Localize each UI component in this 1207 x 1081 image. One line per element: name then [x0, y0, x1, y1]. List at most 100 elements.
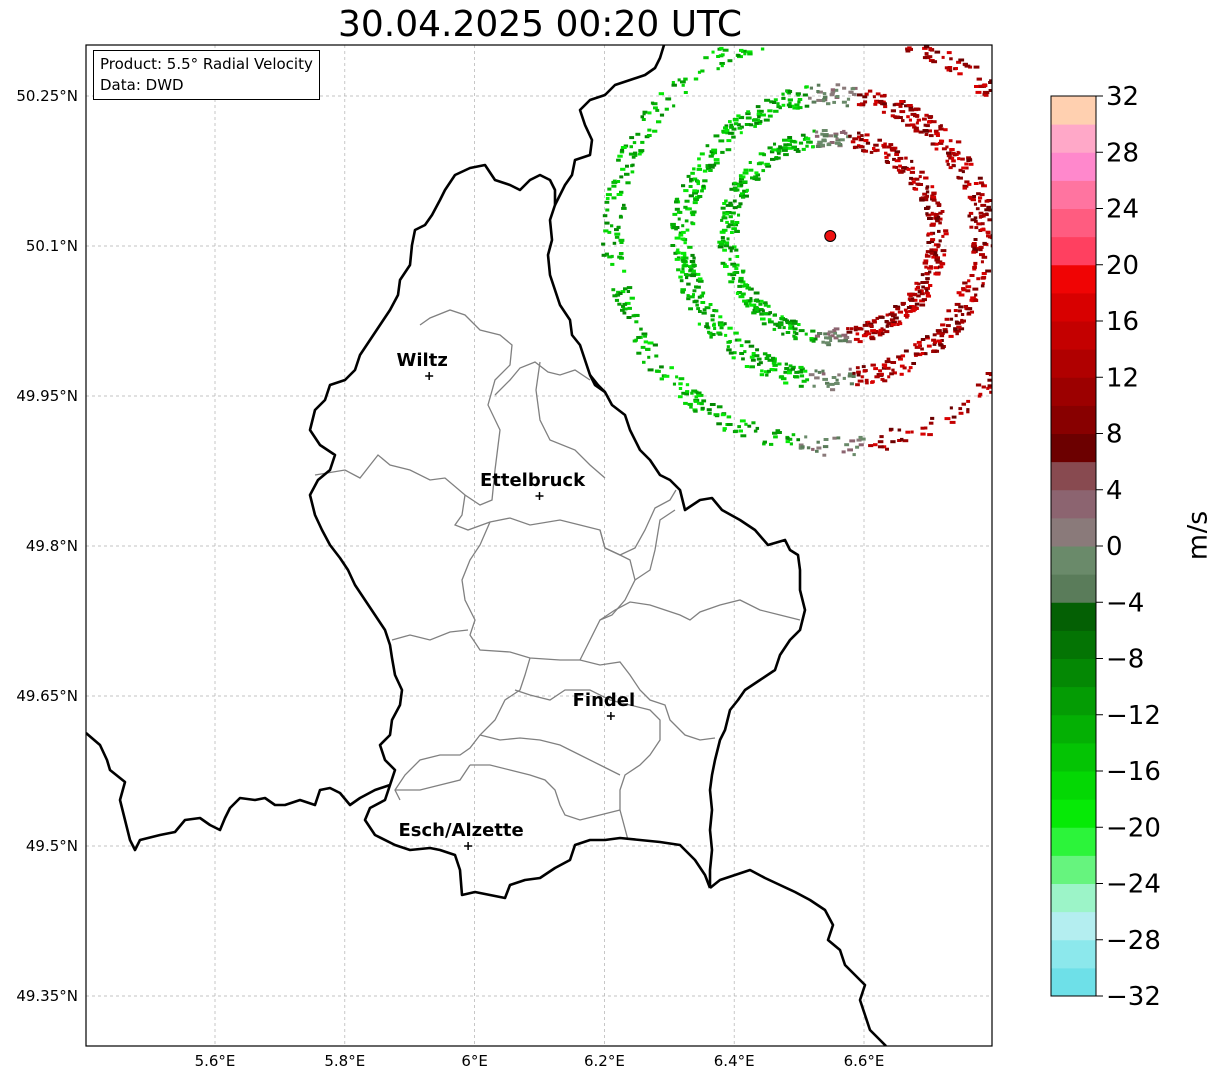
echo-pixel	[682, 256, 689, 260]
echo-pixel	[704, 306, 711, 310]
echo-pixel	[733, 122, 739, 126]
echo-pixel	[701, 311, 707, 315]
city-label: Esch/Alzette	[398, 820, 523, 841]
echo-pixel	[848, 367, 852, 371]
echo-pixel	[884, 155, 889, 159]
echo-pixel	[776, 151, 781, 155]
echo-pixel	[754, 171, 759, 175]
echo-pixel	[967, 214, 971, 218]
echo-pixel	[862, 149, 869, 153]
echo-pixel	[638, 149, 645, 153]
echo-pixel	[988, 208, 992, 212]
echo-pixel	[705, 144, 710, 148]
echo-pixel	[925, 250, 930, 254]
echo-pixel	[811, 145, 815, 149]
echo-pixel	[913, 126, 919, 130]
echo-pixel	[693, 399, 698, 403]
echo-pixel	[714, 309, 719, 313]
echo-pixel	[928, 47, 933, 51]
echo-pixel	[899, 110, 906, 114]
echo-pixel	[681, 230, 686, 234]
echo-pixel	[677, 217, 681, 221]
echo-pixel	[805, 378, 810, 382]
echo-pixel	[789, 139, 796, 143]
echo-pixel	[745, 116, 752, 120]
echo-pixel	[870, 363, 876, 367]
echo-pixel	[641, 118, 646, 121]
echo-pixel	[890, 146, 896, 150]
echo-pixel	[833, 336, 839, 340]
echo-pixel	[781, 103, 786, 107]
echo-pixel	[810, 329, 816, 333]
echo-pixel	[717, 245, 724, 249]
echo-pixel	[717, 240, 724, 244]
echo-pixel	[616, 193, 623, 196]
echo-pixel	[773, 359, 777, 363]
echo-pixel	[757, 115, 761, 119]
echo-pixel	[955, 332, 959, 336]
echo-pixel	[848, 90, 853, 94]
echo-pixel	[614, 235, 620, 239]
echo-pixel	[713, 413, 720, 417]
echo-pixel	[909, 176, 913, 180]
echo-pixel	[736, 114, 741, 118]
echo-pixel	[605, 193, 612, 197]
echo-pixel	[752, 177, 756, 181]
echo-pixel	[892, 371, 897, 375]
echo-pixel	[927, 120, 932, 124]
echo-pixel	[832, 100, 837, 104]
echo-pixel	[863, 139, 869, 142]
echo-pixel	[744, 365, 750, 368]
product-info-box: Product: 5.5° Radial Velocity Data: DWD	[93, 50, 320, 100]
echo-pixel	[978, 245, 984, 249]
echo-pixel	[958, 58, 965, 62]
echo-pixel	[935, 219, 940, 223]
echo-pixel	[760, 369, 764, 373]
echo-pixel	[740, 292, 746, 296]
lat-tick-label: 49.35°N	[16, 987, 78, 1005]
echo-pixel	[943, 128, 948, 132]
echo-pixel	[790, 319, 796, 323]
echo-pixel	[982, 241, 987, 245]
echo-pixel	[619, 214, 623, 218]
echo-pixel	[961, 166, 967, 170]
echo-pixel	[925, 294, 932, 298]
echo-pixel	[894, 116, 900, 120]
echo-pixel	[919, 303, 926, 307]
echo-pixel	[989, 235, 992, 239]
echo-pixel	[695, 285, 701, 289]
echo-pixel	[942, 328, 948, 332]
echo-pixel	[770, 157, 776, 161]
echo-pixel	[982, 214, 986, 218]
echo-pixel	[742, 189, 746, 193]
echo-pixel	[888, 427, 894, 431]
echo-pixel	[691, 389, 698, 393]
echo-pixel	[700, 301, 706, 304]
echo-pixel	[975, 207, 980, 211]
echo-pixel	[726, 237, 730, 241]
echo-pixel	[907, 369, 911, 373]
echo-pixel	[623, 287, 628, 291]
echo-pixel	[973, 182, 979, 185]
echo-pixel	[730, 231, 734, 234]
echo-pixel	[890, 361, 897, 364]
echo-pixel	[765, 164, 772, 168]
echo-pixel	[708, 303, 713, 306]
echo-pixel	[982, 83, 988, 87]
echo-pixel	[946, 162, 950, 166]
echo-pixel	[900, 354, 906, 358]
echo-pixel	[819, 99, 825, 102]
echo-pixel	[708, 331, 713, 335]
echo-pixel	[736, 123, 741, 127]
echo-pixel	[785, 319, 790, 323]
echo-pixel	[740, 175, 746, 179]
echo-pixel	[798, 384, 804, 388]
echo-pixel	[734, 248, 739, 252]
echo-pixel	[758, 152, 765, 156]
echo-pixel	[761, 322, 767, 326]
echo-pixel	[898, 104, 903, 108]
echo-pixel	[713, 134, 720, 138]
echo-pixel	[680, 258, 685, 262]
echo-pixel	[965, 285, 972, 289]
